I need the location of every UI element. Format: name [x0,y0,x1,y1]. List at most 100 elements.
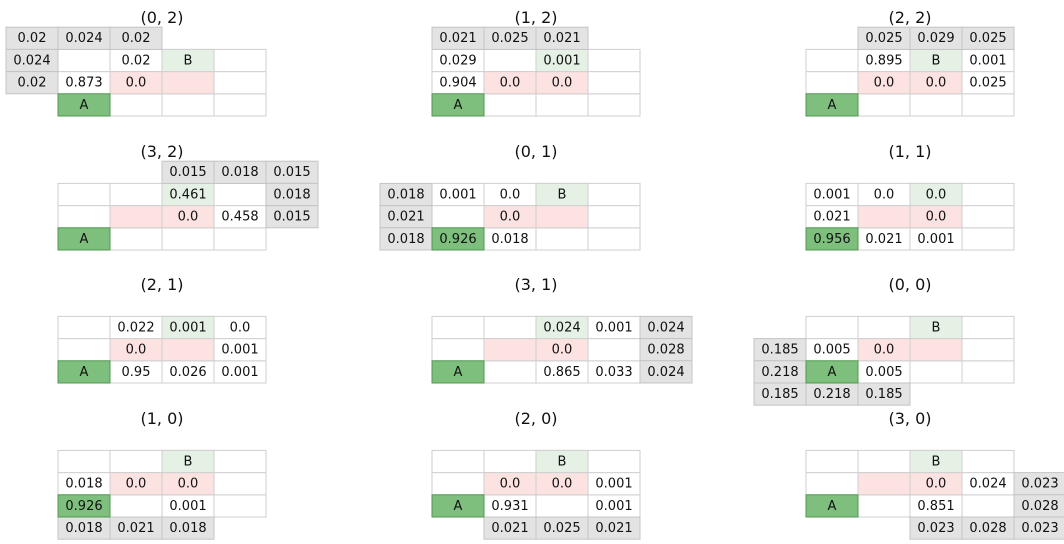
outside-cell [5,71,59,95]
probability-value: 0.018 [65,477,102,492]
panel-title: (0, 2) [140,8,183,27]
probability-value: 0.02 [122,31,151,46]
probability-value: 0.005 [865,365,902,380]
agent-cell [431,360,485,384]
panel-1: A 0.021 0.025 0.021 0.029 0.001 0.904 0.0 0.0 (1,… [431,8,641,117]
grid-cell [805,48,859,73]
probability-value: 0.0 [926,477,947,492]
agent-cell [431,93,485,117]
goal-cell [161,449,215,474]
goal-cell [535,449,589,474]
panel-title: (2, 0) [514,409,557,428]
grid-cell [535,227,589,251]
grid-cell [431,472,485,496]
probability-value: 0.028 [969,521,1006,536]
probability-value: 0.851 [917,499,954,514]
panel-title: (3, 0) [888,409,931,428]
goal-cell [535,315,589,340]
probability-value: 0.0 [500,210,521,225]
probability-value: 0.025 [865,31,902,46]
grid-cell [57,449,111,474]
agent-cell [805,93,859,117]
probability-value: 0.0 [552,477,573,492]
agent-cell [57,93,111,117]
grid-cell [587,227,641,251]
grid-cell [213,93,267,117]
probability-value: 0.033 [595,365,632,380]
grid-cell [109,93,163,117]
probability-value: 0.001 [169,320,206,335]
probability-value: 0.461 [169,187,206,202]
probability-value: 0.458 [221,210,258,225]
probability-value: 0.018 [169,521,206,536]
agent-label: A [454,365,463,380]
grid-cell [587,449,641,474]
grid-cell [857,449,911,474]
probability-value: 0.0 [178,210,199,225]
outside-cell [535,26,589,50]
forbidden-cell [909,338,963,362]
grid-cell [587,205,641,229]
probability-value: 0.0 [874,187,895,202]
probability-value: 0.001 [813,187,850,202]
probability-value: 0.02 [18,76,47,91]
grid-cell [961,315,1015,340]
grid-cell [961,227,1015,251]
grid-cell [805,472,859,496]
probability-value: 0.021 [543,31,580,46]
grid-cell [431,205,485,229]
grid-cell [961,182,1015,207]
probability-value: 0.218 [813,387,850,402]
forbidden-cell [161,71,215,95]
probability-value: 0.028 [647,343,684,358]
grid-cell [161,93,215,117]
probability-value: 0.021 [813,210,850,225]
probability-value: 0.024 [543,320,580,335]
grid-cell [57,182,111,207]
grid-cell [587,48,641,73]
probability-value: 0.005 [813,343,850,358]
probability-value: 0.001 [439,187,476,202]
probability-value: 0.185 [865,387,902,402]
probability-value: 0.024 [647,320,684,335]
grid-cell [483,449,537,474]
probability-value: 0.001 [221,343,258,358]
grid-cell [857,315,911,340]
probability-value: 0.0 [926,210,947,225]
probability-value: 0.02 [122,53,151,68]
probability-value: 0.001 [595,499,632,514]
goal-label: B [558,187,567,202]
grid-cell [431,338,485,362]
grid-cell [961,93,1015,117]
agent-label: A [454,98,463,113]
probability-value: 0.001 [169,499,206,514]
probability-value: 0.926 [65,499,102,514]
probability-value: 0.024 [65,31,102,46]
grid-cell [431,315,485,340]
probability-value: 0.0 [874,343,895,358]
probability-value: 0.0 [926,76,947,91]
probability-value: 0.018 [65,521,102,536]
goal-label: B [932,53,941,68]
panel-title: (2, 1) [140,275,183,294]
outside-cell [587,516,641,540]
grid-cell [805,315,859,340]
grid-cell [431,449,485,474]
probability-value: 0.026 [169,365,206,380]
probability-value: 0.021 [865,232,902,247]
probability-value: 0.185 [761,343,798,358]
probability-value: 0.015 [169,165,206,180]
probability-value: 0.001 [595,477,632,492]
grid-cell [109,227,163,251]
grid-cell [483,48,537,73]
grid-cell [109,494,163,518]
probability-value: 0.024 [969,477,1006,492]
agent-cell [805,227,859,251]
panel-5: 0.001 0.0 0.0 0.021 0.0 0.956 0.021 0.001 (1, 1) [805,142,1015,251]
grid-cell [57,48,111,73]
probability-value: 0.95 [122,365,151,380]
grid-cell [57,338,111,362]
agent-label: A [80,232,89,247]
grid-cell [961,449,1015,474]
probability-value: 0.0 [126,477,147,492]
